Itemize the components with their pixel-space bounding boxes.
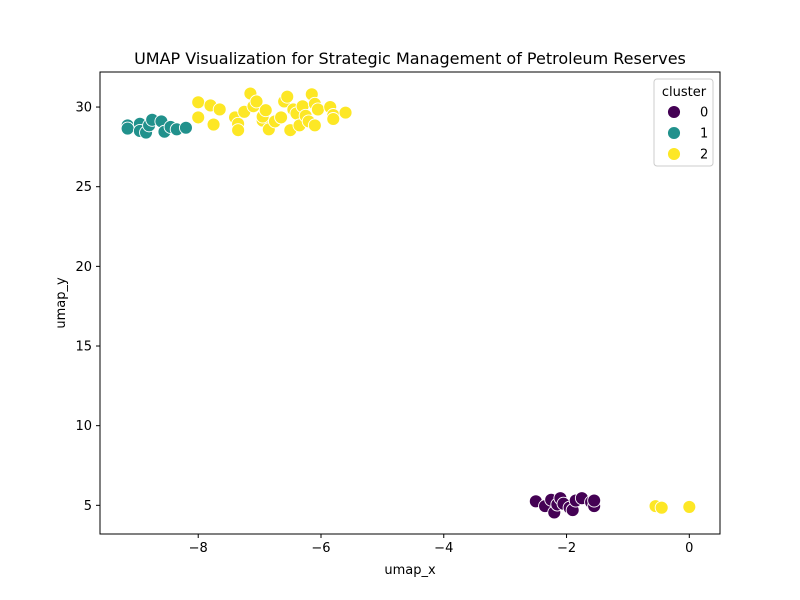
- x-tick-label: −6: [311, 541, 330, 556]
- x-axis-label: umap_x: [384, 563, 436, 578]
- legend-label-2: 2: [700, 148, 708, 163]
- point-cluster-2-36: [654, 500, 669, 515]
- y-tick-label: 30: [75, 101, 92, 116]
- point-cluster-2-37: [682, 499, 697, 514]
- y-axis: 5 10 15 20 25 30: [75, 101, 100, 514]
- point-cluster-0-13: [587, 493, 602, 508]
- legend-entries: 0 1 2: [667, 105, 708, 163]
- chart-title: UMAP Visualization for Strategic Managem…: [134, 49, 686, 68]
- legend-label-1: 1: [700, 127, 708, 142]
- y-tick-label: 15: [75, 340, 92, 355]
- series-1: [120, 112, 193, 140]
- point-cluster-2-33: [326, 112, 341, 126]
- point-cluster-1-11: [178, 120, 193, 135]
- legend-box: [653, 78, 714, 167]
- y-tick-label: 10: [75, 419, 92, 434]
- point-cluster-2-1: [191, 110, 206, 125]
- series-0: [528, 491, 602, 520]
- y-tick-label: 5: [84, 499, 92, 514]
- x-tick-label: −8: [189, 541, 208, 556]
- x-tick-label: −4: [434, 541, 453, 556]
- point-cluster-1-1: [120, 121, 135, 136]
- point-cluster-2-19: [280, 89, 295, 104]
- point-cluster-2-0: [191, 95, 206, 110]
- point-cluster-2-28: [307, 118, 322, 133]
- point-cluster-2-34: [338, 105, 353, 120]
- point-cluster-2-30: [310, 102, 325, 117]
- legend: cluster 0 1 2: [653, 78, 714, 167]
- point-cluster-2-11: [249, 94, 264, 109]
- y-axis-label: umap_y: [54, 277, 69, 329]
- plot-marks: [120, 86, 697, 520]
- x-tick-label: 0: [685, 541, 693, 556]
- point-cluster-2-7: [231, 123, 246, 138]
- y-tick-label: 20: [75, 260, 92, 275]
- point-cluster-2-4: [212, 102, 227, 117]
- legend-marker-1: [667, 126, 681, 140]
- x-axis: −8 −6 −4 −2 0: [189, 534, 693, 556]
- plot-frame: [99, 71, 721, 535]
- point-cluster-2-3: [206, 117, 221, 132]
- legend-marker-2: [667, 147, 681, 161]
- y-tick-label: 25: [75, 180, 92, 195]
- legend-marker-0: [667, 105, 681, 119]
- series-2: [191, 86, 697, 515]
- legend-title: cluster: [662, 85, 707, 100]
- x-tick-label: −2: [557, 541, 576, 556]
- point-cluster-2-17: [274, 110, 289, 125]
- legend-label-0: 0: [700, 106, 708, 121]
- point-cluster-2-14: [258, 103, 273, 118]
